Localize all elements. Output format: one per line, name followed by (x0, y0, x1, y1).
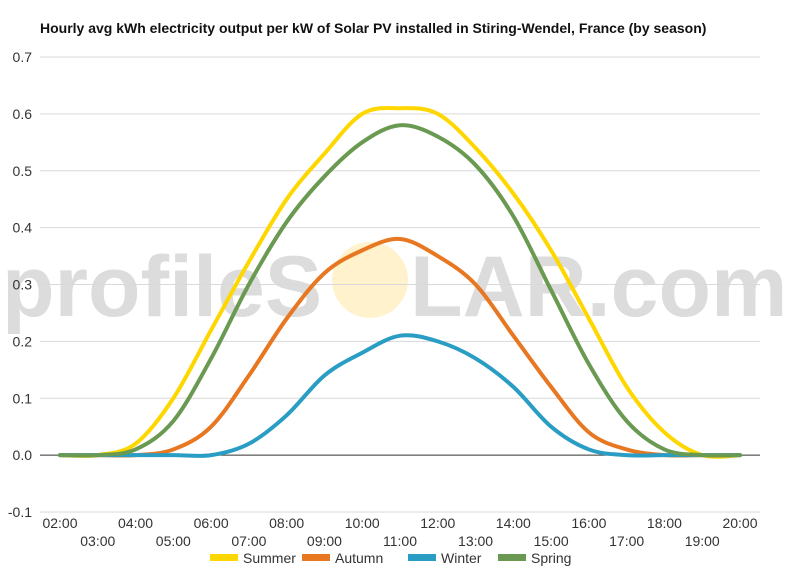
y-tick-label: 0.6 (13, 106, 33, 122)
series-line-winter (58, 333, 742, 458)
legend-label-summer: Summer (243, 550, 296, 566)
watermark-sun-icon (332, 242, 408, 318)
series-line-spring (58, 123, 742, 458)
x-tick-label: 10:00 (345, 515, 380, 531)
y-tick-label: -0.1 (8, 504, 32, 520)
x-tick-label: 09:00 (307, 533, 342, 549)
y-tick-label: 0.2 (13, 333, 33, 349)
watermark-left-text: profileS (2, 239, 322, 335)
y-axis: -0.1 0.0 0.1 0.2 0.3 0.4 0.5 0.6 0.7 (8, 49, 32, 520)
y-tick-label: 0.1 (13, 390, 33, 406)
x-tick-label: 16:00 (571, 515, 606, 531)
x-tick-label: 15:00 (534, 533, 569, 549)
x-tick-label: 12:00 (420, 515, 455, 531)
series-line-summer (58, 105, 742, 459)
x-tick-label: 06:00 (194, 515, 229, 531)
legend-swatch-summer (210, 554, 238, 561)
y-tick-label: 0.5 (13, 163, 33, 179)
x-tick-label: 08:00 (269, 515, 304, 531)
legend-label-spring: Spring (531, 550, 571, 566)
chart-title: Hourly avg kWh electricity output per kW… (40, 20, 706, 36)
y-tick-label: 0.3 (13, 277, 33, 293)
x-tick-label: 11:00 (383, 533, 417, 549)
watermark: profileS LAR.com (2, 239, 787, 335)
x-tick-label: 02:00 (42, 515, 77, 531)
legend: Summer Autumn Winter Spring (210, 550, 571, 566)
legend-label-autumn: Autumn (335, 550, 383, 566)
x-tick-label: 20:00 (722, 515, 757, 531)
watermark-right-text: LAR.com (410, 239, 787, 335)
legend-label-winter: Winter (441, 550, 482, 566)
x-tick-label: 07:00 (231, 533, 266, 549)
y-tick-label: 0.4 (13, 220, 33, 236)
x-tick-label: 14:00 (496, 515, 531, 531)
x-tick-label: 05:00 (156, 533, 191, 549)
x-tick-label: 17:00 (609, 533, 644, 549)
x-axis: 02:0003:0004:0005:0006:0007:0008:0009:00… (42, 515, 757, 549)
legend-swatch-winter (408, 554, 436, 561)
y-tick-label: 0.0 (13, 447, 33, 463)
x-tick-label: 03:00 (80, 533, 115, 549)
series-line-autumn (58, 236, 742, 458)
x-tick-label: 13:00 (458, 533, 493, 549)
x-tick-label: 19:00 (685, 533, 720, 549)
x-tick-label: 18:00 (647, 515, 682, 531)
y-tick-label: 0.7 (13, 49, 33, 65)
series-lines (58, 105, 742, 459)
x-tick-label: 04:00 (118, 515, 153, 531)
legend-swatch-spring (498, 554, 526, 561)
legend-swatch-autumn (302, 554, 330, 561)
